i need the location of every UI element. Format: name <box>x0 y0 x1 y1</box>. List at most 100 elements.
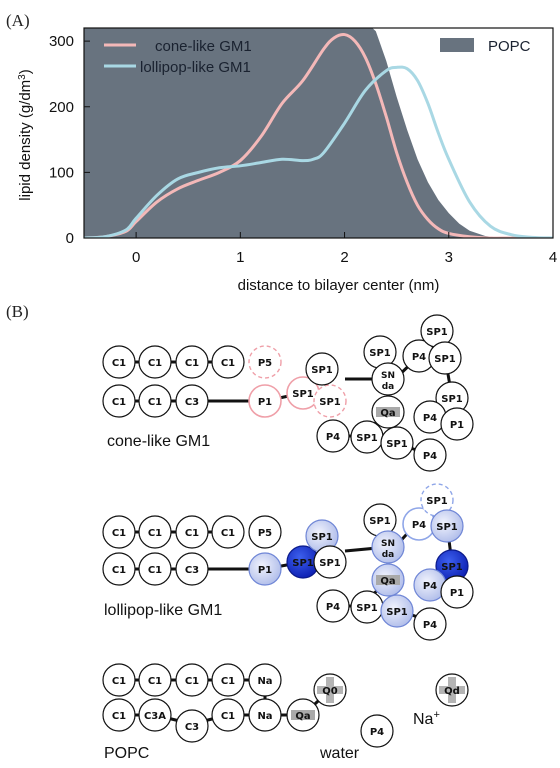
y-axis-title-sup: 3 <box>17 74 28 80</box>
bead-label: Qa <box>295 711 310 722</box>
panel-a-label: (A) <box>6 11 30 30</box>
bead-circle <box>175 515 209 549</box>
bead-sp1: SP1 <box>380 594 414 628</box>
bead-label: SP1 <box>292 558 314 569</box>
label-cone-gm1: cone-like GM1 <box>107 433 210 450</box>
bead-circle <box>371 362 405 396</box>
panel-b-label: (B) <box>6 302 29 321</box>
bead-label: P1 <box>450 588 464 599</box>
bead-circle <box>175 663 209 697</box>
bead-p1: P1 <box>248 552 282 586</box>
bead-p4: P4 <box>413 438 447 472</box>
bead-label: SP1 <box>426 327 448 338</box>
bead-sp1: SP1 <box>435 549 469 583</box>
bead-label: P4 <box>326 432 340 443</box>
bead-qa: Qa <box>371 563 405 597</box>
bead-sp1: SP1 <box>313 384 347 418</box>
bead-label: SP1 <box>441 394 463 405</box>
bead-c1: C1 <box>102 384 136 418</box>
bead-circle <box>102 663 136 697</box>
bead-c1: C1 <box>138 384 172 418</box>
bead-circle <box>138 663 172 697</box>
legend: cone-like GM1 lollipop-like GM1 POPC <box>104 38 531 76</box>
bead-label: SP1 <box>311 532 333 543</box>
bead-c3: C3 <box>175 709 209 743</box>
bead-circle <box>430 509 464 543</box>
bead-label: P4 <box>423 620 437 631</box>
y-tick-label: 0 <box>66 230 74 247</box>
bead-c1: C1 <box>102 515 136 549</box>
bead-circle <box>248 515 282 549</box>
bead-p4: P4 <box>413 607 447 641</box>
bead-label: SP1 <box>369 348 391 359</box>
bead-circle <box>175 552 209 586</box>
bead-na: Na <box>248 698 282 732</box>
label-na-ion: Na+ <box>413 709 440 728</box>
bead-c1: C1 <box>138 345 172 379</box>
bead-label: SP1 <box>356 433 378 444</box>
bead-label: C1 <box>148 528 162 539</box>
bead-circle <box>380 594 414 628</box>
bead-label: da <box>382 382 395 392</box>
bead-circle <box>428 341 462 375</box>
bead-label: C1 <box>148 397 162 408</box>
bead-label: P4 <box>423 451 437 462</box>
bead-label: P4 <box>423 581 437 592</box>
bead-circle <box>360 714 394 748</box>
bead-circle <box>138 384 172 418</box>
bead-c1: C1 <box>138 552 172 586</box>
bead-label: C3A <box>144 711 166 722</box>
bead-label: da <box>382 550 395 560</box>
bead-p5: P5 <box>248 515 282 549</box>
bead-circle <box>313 384 347 418</box>
bead-label: SP1 <box>386 607 408 618</box>
bead-c1: C1 <box>211 663 245 697</box>
bead-label: P4 <box>423 413 437 424</box>
bead-circle <box>138 698 172 732</box>
bead-circle <box>440 407 474 441</box>
bead-label: P1 <box>258 565 272 576</box>
bead-label: P4 <box>370 727 384 738</box>
bead-label: Qa <box>380 408 395 419</box>
bead-p1: P1 <box>440 575 474 609</box>
bead-p4: P4 <box>316 419 350 453</box>
label-water: water <box>319 745 360 762</box>
bead-label: C1 <box>148 676 162 687</box>
bead-circle <box>211 515 245 549</box>
bead-qd: Qd <box>435 673 469 707</box>
bead-label: SP1 <box>436 522 458 533</box>
bead-label: C1 <box>221 528 235 539</box>
bead-circle <box>138 515 172 549</box>
bead-circle <box>248 698 282 732</box>
bead-label: P1 <box>450 420 464 431</box>
bead-c1: C1 <box>211 345 245 379</box>
bead-label: C1 <box>148 358 162 369</box>
bead-label: P4 <box>412 352 426 363</box>
bead-label: C1 <box>112 676 126 687</box>
bead-c1: C1 <box>175 515 209 549</box>
y-tick-label: 300 <box>49 33 74 50</box>
bead-sp1: SP1 <box>428 341 462 375</box>
bead-circle <box>102 698 136 732</box>
bead-circle <box>211 698 245 732</box>
ion-sup: + <box>433 709 439 721</box>
bead-circle <box>313 545 347 579</box>
y-axis-title-main: lipid density (g/dm <box>17 80 34 201</box>
bead-label: Qd <box>444 686 460 697</box>
x-tick-label: 4 <box>549 249 557 266</box>
bead-label: Na <box>257 711 272 722</box>
label-popc: POPC <box>104 745 149 762</box>
bead-label: SP1 <box>356 603 378 614</box>
bead-circle <box>175 345 209 379</box>
bead-label: Na <box>257 676 272 687</box>
charge-bar <box>376 407 400 417</box>
y-axis-title-end: ) <box>17 69 34 74</box>
bead-c1: C1 <box>211 515 245 549</box>
bead-label: SP1 <box>369 516 391 527</box>
bead-circle <box>102 384 136 418</box>
bead-circle <box>305 352 339 386</box>
plot-area <box>84 28 553 238</box>
bead-label: SP1 <box>426 496 448 507</box>
bead-label: C1 <box>112 358 126 369</box>
